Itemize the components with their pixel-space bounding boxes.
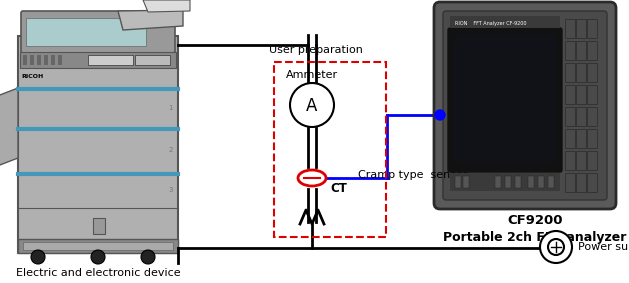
FancyBboxPatch shape — [20, 52, 176, 68]
Text: RICOH: RICOH — [21, 74, 43, 79]
Bar — [44, 55, 48, 65]
FancyBboxPatch shape — [565, 151, 576, 170]
FancyBboxPatch shape — [577, 20, 586, 38]
FancyBboxPatch shape — [587, 85, 598, 104]
Text: CF9200: CF9200 — [507, 215, 563, 228]
Bar — [93, 218, 105, 234]
FancyBboxPatch shape — [577, 130, 586, 149]
Bar — [505, 176, 511, 188]
FancyBboxPatch shape — [565, 42, 576, 61]
Polygon shape — [0, 88, 18, 168]
Bar — [538, 176, 544, 188]
Text: 2: 2 — [169, 147, 173, 153]
Text: RION    FFT Analyzer CF-9200: RION FFT Analyzer CF-9200 — [455, 20, 526, 25]
Circle shape — [141, 250, 155, 264]
Ellipse shape — [298, 170, 326, 186]
Circle shape — [290, 83, 334, 127]
Bar — [515, 176, 521, 188]
Bar — [23, 242, 173, 250]
Text: Electric and electronic device: Electric and electronic device — [16, 268, 181, 278]
FancyBboxPatch shape — [577, 151, 586, 170]
FancyBboxPatch shape — [587, 63, 598, 83]
FancyBboxPatch shape — [565, 108, 576, 127]
Bar — [450, 16, 560, 28]
FancyBboxPatch shape — [587, 20, 598, 38]
Text: A: A — [306, 97, 318, 115]
FancyBboxPatch shape — [448, 28, 562, 172]
FancyBboxPatch shape — [565, 85, 576, 104]
FancyBboxPatch shape — [587, 108, 598, 127]
FancyBboxPatch shape — [577, 108, 586, 127]
FancyBboxPatch shape — [577, 63, 586, 83]
Text: User preparation: User preparation — [269, 45, 363, 55]
Circle shape — [548, 239, 564, 255]
Circle shape — [540, 231, 572, 263]
Bar — [51, 55, 55, 65]
Circle shape — [31, 250, 45, 264]
Bar — [135, 55, 170, 65]
Bar — [528, 176, 534, 188]
Text: Power supply: Power supply — [578, 242, 629, 252]
Text: Portable 2ch FFT analyzer: Portable 2ch FFT analyzer — [443, 231, 626, 245]
FancyBboxPatch shape — [587, 42, 598, 61]
Bar — [495, 176, 501, 188]
FancyBboxPatch shape — [21, 11, 175, 53]
Bar — [450, 173, 560, 191]
Text: Ammeter: Ammeter — [286, 70, 338, 80]
Circle shape — [91, 250, 105, 264]
Text: 1: 1 — [169, 105, 173, 111]
Text: 3: 3 — [169, 187, 173, 193]
Bar — [37, 55, 41, 65]
FancyBboxPatch shape — [577, 85, 586, 104]
FancyBboxPatch shape — [565, 20, 576, 38]
Bar — [23, 55, 27, 65]
FancyBboxPatch shape — [26, 18, 146, 46]
FancyBboxPatch shape — [443, 11, 607, 200]
FancyBboxPatch shape — [565, 130, 576, 149]
Bar — [58, 55, 62, 65]
FancyBboxPatch shape — [587, 173, 598, 192]
FancyBboxPatch shape — [577, 173, 586, 192]
Bar — [88, 55, 133, 65]
FancyBboxPatch shape — [454, 34, 556, 162]
Text: CT: CT — [330, 181, 347, 194]
Circle shape — [435, 110, 445, 120]
Bar — [548, 176, 554, 188]
FancyBboxPatch shape — [434, 2, 616, 209]
Bar — [463, 176, 469, 188]
FancyBboxPatch shape — [577, 42, 586, 61]
FancyBboxPatch shape — [565, 63, 576, 83]
FancyBboxPatch shape — [587, 151, 598, 170]
Bar — [455, 176, 461, 188]
FancyBboxPatch shape — [18, 36, 178, 253]
Bar — [30, 55, 34, 65]
Polygon shape — [118, 10, 183, 30]
FancyBboxPatch shape — [18, 239, 178, 253]
FancyBboxPatch shape — [565, 173, 576, 192]
Text: Cramp type  sensor: Cramp type sensor — [358, 170, 467, 180]
Polygon shape — [143, 0, 190, 12]
FancyBboxPatch shape — [587, 130, 598, 149]
